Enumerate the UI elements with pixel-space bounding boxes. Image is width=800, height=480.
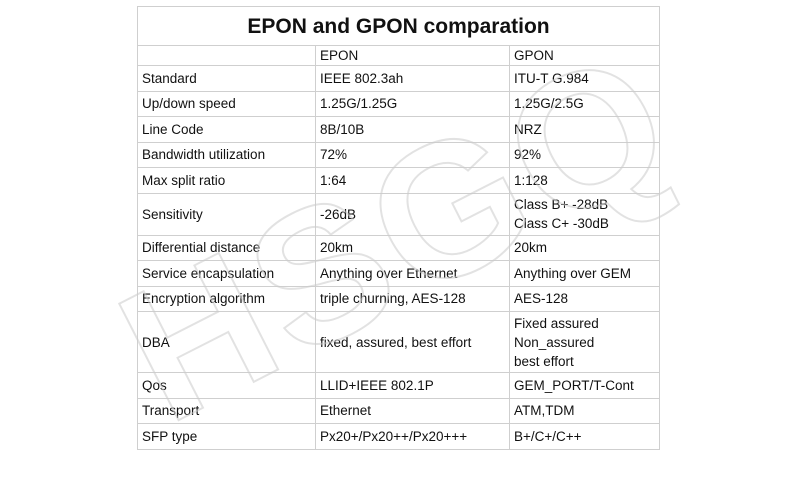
table-row: Max split ratio 1:64 1:128 — [137, 167, 661, 194]
gpon-cell-line: Non_assured — [514, 334, 595, 350]
gpon-cell-line: GEM_PORT/T-Cont — [514, 377, 634, 393]
table-row: Service encapsulation Anything over Ether… — [137, 260, 661, 287]
epon-cell-line: Px20+/Px20++/Px20+++ — [320, 428, 468, 444]
table-row: Standard IEEE 802.3ah ITU-T G.984 — [137, 65, 661, 92]
header-feature — [137, 45, 316, 66]
gpon-cell-line: Fixed assured — [514, 315, 599, 331]
epon-cell-line: Anything over Ethernet — [320, 265, 458, 281]
gpon-cell-line: ITU-T G.984 — [514, 70, 589, 86]
gpon-cell-line: 20km — [514, 240, 548, 256]
epon-cell-line: -26dB — [320, 206, 357, 222]
epon-cell: Ethernet — [315, 397, 510, 424]
epon-cell-line: fixed, assured, best effort — [320, 334, 472, 350]
epon-cell: Px20+/Px20++/Px20+++ — [315, 423, 510, 450]
header-gpon: GPON — [508, 45, 661, 66]
epon-cell: LLID+IEEE 802.1P — [315, 372, 510, 399]
gpon-cell: ITU-T G.984 — [508, 65, 661, 92]
epon-cell-line: 20km — [320, 240, 354, 256]
table-body: Standard IEEE 802.3ah ITU-T G.984 Up/down s… — [137, 65, 661, 450]
feature-cell: Differential distance — [137, 234, 316, 261]
header-epon: EPON — [315, 45, 510, 66]
epon-cell-line: triple churning, AES-128 — [320, 291, 466, 307]
feature-cell: Encryption algorithm — [137, 285, 316, 312]
table-row: DBA fixed, assured, best effort Fixed assu… — [137, 311, 661, 373]
gpon-cell: 1.25G/2.5G — [508, 90, 661, 117]
feature-cell: SFP type — [137, 423, 316, 450]
epon-cell: 1:64 — [315, 167, 510, 194]
gpon-cell-line: Class B+ -28dB — [514, 197, 609, 212]
epon-cell-line: IEEE 802.3ah — [320, 70, 404, 86]
table-row: SFP type Px20+/Px20++/Px20+++ B+/C+/C++ — [137, 423, 661, 450]
epon-cell: IEEE 802.3ah — [315, 65, 510, 92]
epon-cell: 20km — [315, 234, 510, 261]
feature-cell: Transport — [137, 397, 316, 424]
feature-cell: Sensitivity — [137, 192, 316, 236]
gpon-cell: Anything over GEM — [508, 260, 661, 287]
feature-cell: Service encapsulation — [137, 260, 316, 287]
feature-cell: Standard — [137, 65, 316, 92]
table-row: Line Code 8B/10B NRZ — [137, 116, 661, 143]
gpon-cell-line: best effort — [514, 353, 574, 369]
epon-cell: 8B/10B — [315, 116, 510, 143]
epon-cell-line: 8B/10B — [320, 121, 365, 137]
table-title: EPON and GPON comparation — [136, 6, 661, 46]
feature-cell: Qos — [137, 372, 316, 399]
gpon-cell: 20km — [508, 234, 661, 261]
epon-cell: 72% — [315, 141, 510, 168]
gpon-cell: Class B+ -28dB Class C+ -30dB — [508, 192, 661, 236]
epon-cell: Anything over Ethernet — [315, 260, 510, 287]
header-row: EPON GPON — [137, 45, 661, 66]
epon-cell: triple churning, AES-128 — [315, 285, 510, 312]
title-row: EPON and GPON comparation — [136, 6, 661, 46]
gpon-cell-line: NRZ — [514, 121, 542, 137]
gpon-cell-line: 1.25G/2.5G — [514, 96, 584, 112]
comparison-table: EPON and GPON comparation EPON GPON Stan… — [136, 6, 661, 450]
gpon-cell-line: 92% — [514, 147, 542, 163]
feature-cell: Bandwidth utilization — [137, 141, 316, 168]
gpon-cell: ATM,TDM — [508, 397, 661, 424]
table-row: Differential distance 20km 20km — [137, 234, 661, 261]
table-row: Sensitivity -26dB Class B+ -28dB Class C+ -… — [137, 192, 661, 236]
table-row: Qos LLID+IEEE 802.1P GEM_PORT/T-Cont — [137, 372, 661, 399]
gpon-cell: 1:128 — [508, 167, 661, 194]
gpon-cell: B+/C+/C++ — [508, 423, 661, 450]
epon-cell-line: 72% — [320, 147, 348, 163]
table-row: Transport Ethernet ATM,TDM — [137, 397, 661, 424]
epon-cell-line: 1:64 — [320, 172, 347, 188]
gpon-cell: NRZ — [508, 116, 661, 143]
gpon-cell-line: Anything over GEM — [514, 265, 632, 281]
gpon-cell-line: B+/C+/C++ — [514, 428, 582, 444]
epon-cell: 1.25G/1.25G — [315, 90, 510, 117]
gpon-cell-line: ATM,TDM — [514, 403, 575, 419]
gpon-cell-line: Class C+ -30dB — [514, 216, 609, 231]
feature-cell: DBA — [137, 311, 316, 373]
epon-cell-line: LLID+IEEE 802.1P — [320, 377, 434, 393]
feature-cell: Line Code — [137, 116, 316, 143]
feature-cell: Up/down speed — [137, 90, 316, 117]
epon-cell-line: Ethernet — [320, 403, 372, 419]
gpon-cell: 92% — [508, 141, 661, 168]
gpon-cell-line: AES-128 — [514, 291, 569, 307]
epon-cell: fixed, assured, best effort — [315, 311, 510, 373]
epon-cell: -26dB — [315, 192, 510, 236]
epon-cell-line: 1.25G/1.25G — [320, 96, 398, 112]
feature-cell: Max split ratio — [137, 167, 316, 194]
table-row: Up/down speed 1.25G/1.25G 1.25G/2.5G — [137, 90, 661, 117]
gpon-cell-line: 1:128 — [514, 172, 548, 188]
table-row: Bandwidth utilization 72% 92% — [137, 141, 661, 168]
gpon-cell: AES-128 — [508, 285, 661, 312]
table-row: Encryption algorithm triple churning, AES… — [137, 285, 661, 312]
gpon-cell: GEM_PORT/T-Cont — [508, 372, 661, 399]
